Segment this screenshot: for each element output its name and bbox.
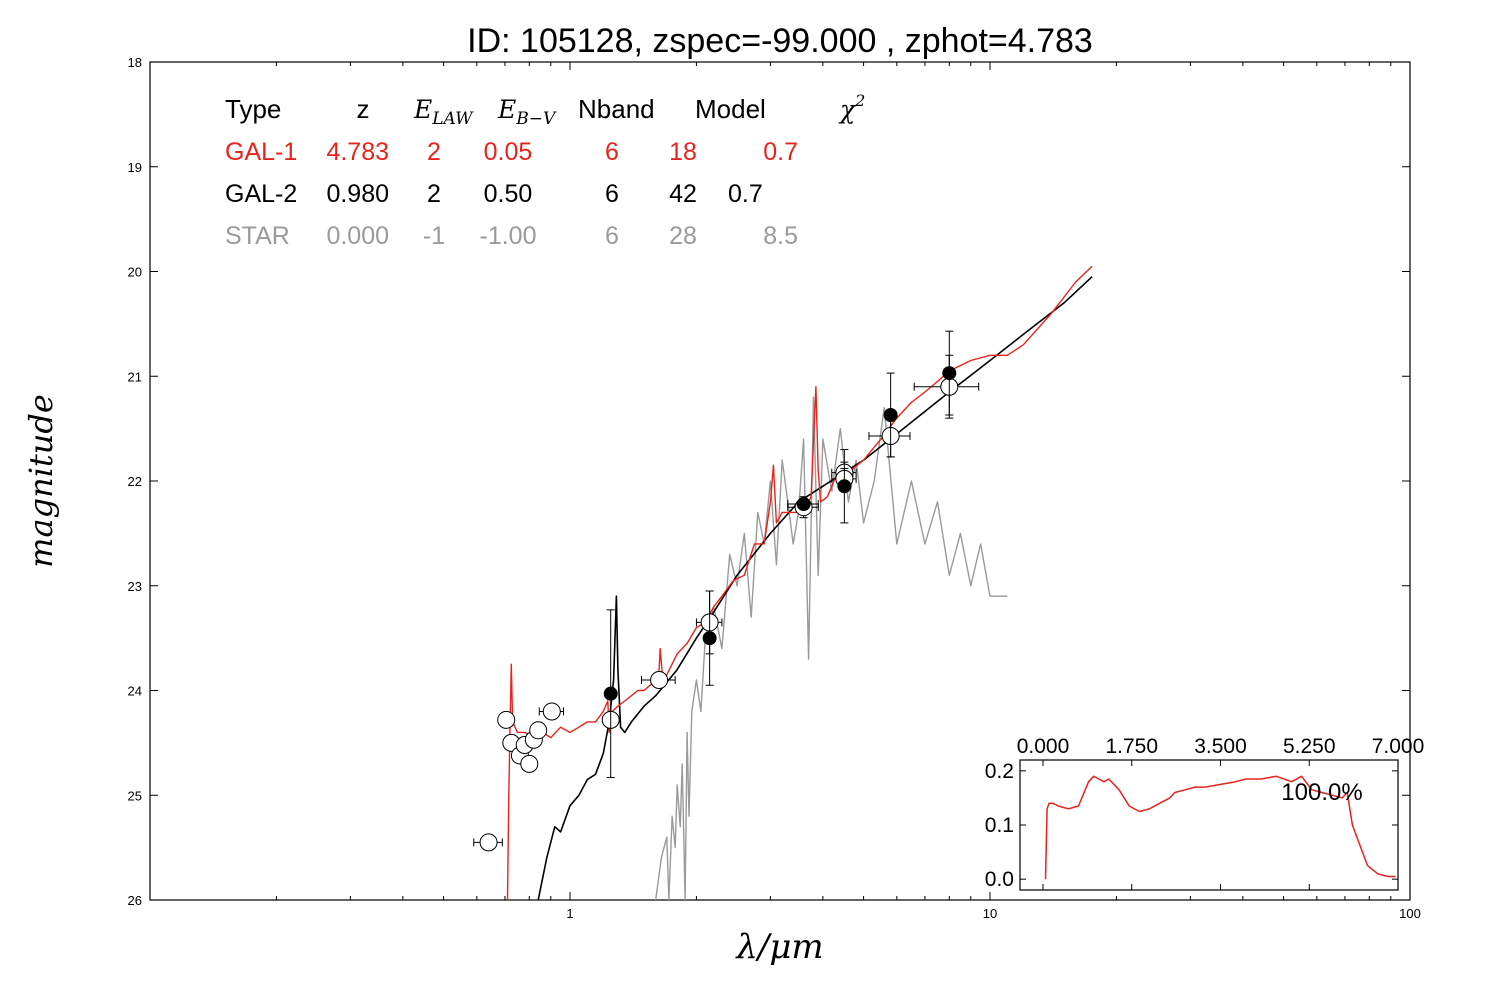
fit-table-cell: 6 [605, 222, 619, 250]
fit-table-header-ebv: EB−V [497, 95, 557, 129]
open-photometry-point [529, 721, 548, 740]
y-tick-label: 18 [128, 55, 142, 70]
fit-table-cell: 2 [427, 138, 441, 166]
y-axis-label: magnitude [22, 394, 60, 568]
gal1-template-line [506, 265, 1093, 900]
open-point-marker [650, 671, 669, 690]
x-tick-label: 1 [566, 906, 573, 921]
fit-table-header-model: Model [695, 94, 766, 124]
filled-point-marker [837, 479, 852, 494]
y-tick-label: 22 [128, 474, 142, 489]
y-tick-label: 23 [128, 579, 142, 594]
fit-table-cell: 6 [605, 138, 619, 166]
fit-table-cell: -1.00 [480, 222, 537, 250]
open-photometry-point [473, 833, 503, 852]
x-axis: 1 10 100 [149, 62, 1421, 921]
y-tick-label: 21 [128, 369, 142, 384]
inset-x-tick-label: 0.000 [1017, 735, 1070, 758]
inset-frame [1019, 759, 1399, 891]
fit-table-header-elaw: ELAW [413, 95, 474, 129]
photometry-points [473, 330, 980, 852]
open-point-marker [479, 833, 498, 852]
fit-table-cell: 2 [427, 180, 441, 208]
y-tick-label: 26 [128, 893, 142, 908]
fit-table-cell: -1 [423, 222, 445, 250]
fit-table: Type z ELAW EB−V Nband Model χ2 GAL-1 4.7… [225, 91, 865, 250]
inset-y-tick-label: 0.2 [985, 760, 1014, 783]
fit-table-cell: 0.7 [728, 180, 763, 208]
inset-y-tick-label: 0.0 [985, 868, 1014, 891]
fit-table-cell: 0.50 [484, 180, 533, 208]
open-photometry-point [913, 354, 980, 419]
filled-point-marker [883, 408, 898, 423]
inset-x-tick-label: 5.250 [1283, 735, 1336, 758]
open-photometry-point [641, 671, 676, 690]
y-tick-label: 20 [128, 265, 142, 280]
open-photometry-point [538, 702, 565, 721]
fit-table-cell: 28 [669, 222, 697, 250]
pdz-line [1044, 775, 1396, 880]
filled-point-marker [796, 497, 811, 512]
y-tick-label: 19 [128, 160, 142, 175]
pdz-inset: 0.000 1.750 3.500 5.250 7.000 0.0 0.1 0.2 100.0… [985, 735, 1424, 891]
fit-table-cell: STAR [225, 222, 290, 250]
fit-table-cell: GAL-2 [225, 180, 297, 208]
fit-table-cell: 6 [605, 180, 619, 208]
fit-table-header-z: z [357, 94, 370, 124]
inset-x-tick-label: 3.500 [1194, 735, 1247, 758]
inset-y-tick-label: 0.1 [985, 814, 1014, 837]
fit-table-cell: 0.7 [763, 138, 798, 166]
x-axis-label: λ/μm [734, 927, 823, 967]
filled-point-marker [603, 686, 618, 701]
open-point-marker [520, 754, 539, 773]
filled-photometry-point [883, 372, 898, 458]
template-spectra [506, 265, 1093, 900]
fit-table-header-chi2: χ2 [838, 91, 865, 124]
chart-title: ID: 105128, zspec=-99.000 , zphot=4.783 [467, 22, 1093, 60]
inset-annotation: 100.0% [1281, 779, 1362, 806]
open-point-marker [497, 710, 516, 729]
open-point-marker [542, 702, 561, 721]
y-tick-label: 24 [128, 684, 142, 699]
y-tick-label: 25 [128, 788, 142, 803]
open-photometry-point [497, 710, 516, 729]
inset-pdz-curve [1044, 775, 1396, 880]
fit-table-header-nband: Nband [578, 94, 655, 124]
fit-table-cell: 42 [669, 180, 697, 208]
inset-x-tick-label: 7.000 [1372, 735, 1425, 758]
fit-table-cell: 18 [669, 138, 697, 166]
open-point-marker [529, 721, 548, 740]
fit-table-cell: 0.980 [326, 180, 389, 208]
star-template-line [655, 396, 1008, 900]
x-tick-label: 10 [983, 906, 997, 921]
filled-photometry-point [942, 330, 957, 416]
fit-table-header-type: Type [225, 94, 281, 124]
gal2-template-line [537, 276, 1093, 900]
filled-photometry-point [787, 497, 819, 512]
inset-axes: 0.000 1.750 3.500 5.250 7.000 0.0 0.1 0.2 [985, 735, 1424, 891]
inset-x-tick-label: 1.750 [1105, 735, 1158, 758]
fit-table-cell: 0.000 [326, 222, 389, 250]
fit-table-cell: 8.5 [763, 222, 798, 250]
filled-photometry-point [702, 590, 717, 686]
filled-photometry-point [603, 609, 618, 778]
filled-point-marker [702, 631, 717, 646]
fit-table-cell: GAL-1 [225, 138, 297, 166]
x-tick-label: 100 [1399, 906, 1421, 921]
filled-point-marker [942, 366, 957, 381]
open-photometry-point [520, 754, 539, 773]
fit-table-cell: 0.05 [484, 138, 533, 166]
fit-table-cell: 4.783 [326, 138, 389, 166]
filled-photometry-point [837, 449, 852, 524]
